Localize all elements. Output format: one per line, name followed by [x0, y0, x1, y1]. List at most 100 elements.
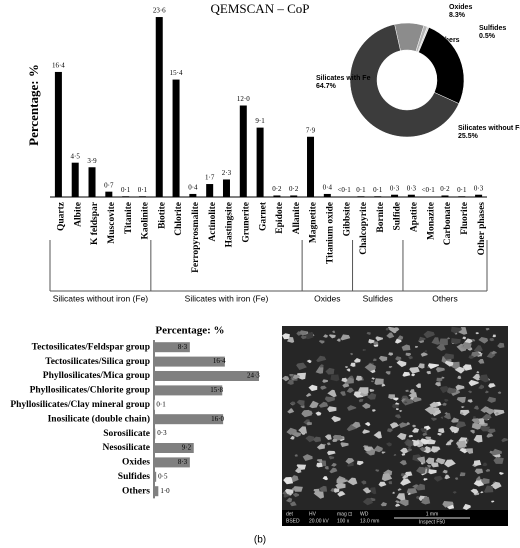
- particle: [445, 441, 452, 446]
- particle: [470, 488, 479, 495]
- particle: [381, 383, 386, 387]
- particle: [378, 355, 388, 362]
- y-tick-label: Sulfides: [118, 472, 151, 482]
- particle: [492, 409, 505, 416]
- particle: [456, 440, 467, 448]
- particle: [330, 488, 335, 492]
- particle: [289, 374, 294, 377]
- particle: [389, 422, 399, 429]
- value-label: 0·3: [157, 429, 167, 437]
- particle: [395, 500, 400, 504]
- particle: [421, 446, 431, 454]
- particle: [415, 383, 421, 388]
- y-tick-label: Phyllosilicates/Clay mineral group: [10, 400, 150, 410]
- particle: [446, 337, 450, 340]
- particle: [287, 408, 295, 414]
- value-label: 12·0: [237, 95, 250, 103]
- particle: [492, 334, 496, 338]
- particle: [450, 326, 462, 334]
- particle: [367, 392, 377, 400]
- particle: [395, 414, 402, 419]
- slice-value: 0.5%: [479, 33, 496, 40]
- particle: [444, 398, 449, 402]
- particle: [340, 442, 349, 448]
- x-tick-label: Kaolinite: [141, 202, 151, 239]
- value-label: 23·6: [153, 7, 166, 15]
- particle: [351, 421, 361, 429]
- particle: [372, 409, 376, 412]
- particle: [456, 396, 466, 403]
- particle: [396, 360, 407, 368]
- particle: [424, 406, 437, 415]
- info-label: HV: [309, 511, 317, 517]
- particle: [435, 382, 441, 387]
- particle: [315, 411, 322, 416]
- particle: [394, 338, 402, 344]
- particle: [424, 431, 428, 434]
- particle: [442, 402, 447, 406]
- particle: [395, 503, 401, 507]
- particle: [462, 342, 472, 350]
- particle: [399, 460, 407, 466]
- particle: [324, 434, 332, 440]
- particle: [395, 356, 402, 361]
- particle: [299, 330, 308, 336]
- particle: [407, 492, 411, 495]
- particle: [296, 399, 305, 407]
- particle: [402, 371, 411, 377]
- bar: [391, 194, 399, 197]
- particle: [448, 439, 454, 443]
- particle: [322, 476, 329, 481]
- particle: [283, 494, 290, 498]
- particle: [444, 360, 454, 367]
- particle: [358, 399, 364, 403]
- bar: [441, 195, 449, 197]
- particle: [473, 435, 483, 443]
- particle: [420, 352, 428, 357]
- bar: [138, 196, 146, 197]
- particle: [296, 372, 306, 380]
- particle: [316, 443, 325, 450]
- particle: [400, 478, 412, 486]
- particle: [411, 373, 416, 377]
- particle: [292, 492, 299, 498]
- x-tick-label: Carbonate: [443, 202, 453, 245]
- value-label: 3·9: [87, 157, 97, 165]
- value-label: 0·1: [156, 400, 166, 408]
- x-tick-label: Ferropyrosmalite: [191, 202, 201, 273]
- scale-label: 1 mm: [426, 511, 439, 517]
- particle: [439, 386, 451, 394]
- particle: [452, 491, 457, 494]
- particle: [474, 468, 484, 475]
- group-label: Others: [432, 293, 458, 303]
- particle: [290, 435, 295, 440]
- particle: [407, 448, 412, 452]
- particle: [361, 480, 367, 485]
- particle: [471, 423, 482, 430]
- particle: [353, 390, 364, 398]
- particle: [468, 355, 474, 359]
- particle: [451, 361, 460, 369]
- particle: [323, 443, 327, 446]
- x-tick-label: Titanite: [124, 202, 134, 234]
- particle: [469, 429, 475, 434]
- particle: [472, 416, 476, 419]
- particle: [405, 352, 411, 357]
- bar: [475, 194, 483, 197]
- particle: [433, 407, 440, 412]
- particle: [282, 333, 290, 340]
- info-value: 100 x: [337, 518, 350, 524]
- particle: [385, 328, 390, 331]
- particle: [358, 387, 369, 395]
- particle: [478, 384, 484, 390]
- particle: [455, 384, 465, 391]
- particle: [490, 481, 502, 490]
- particle: [286, 497, 293, 503]
- particle: [425, 457, 435, 465]
- y-tick-label: Phyllosilicates/Mica group: [43, 371, 150, 381]
- value-label: 1·7: [205, 174, 215, 182]
- x-tick-label: Hastingsite: [225, 202, 235, 247]
- particle: [313, 436, 321, 443]
- particle: [353, 358, 361, 363]
- particle: [493, 456, 504, 464]
